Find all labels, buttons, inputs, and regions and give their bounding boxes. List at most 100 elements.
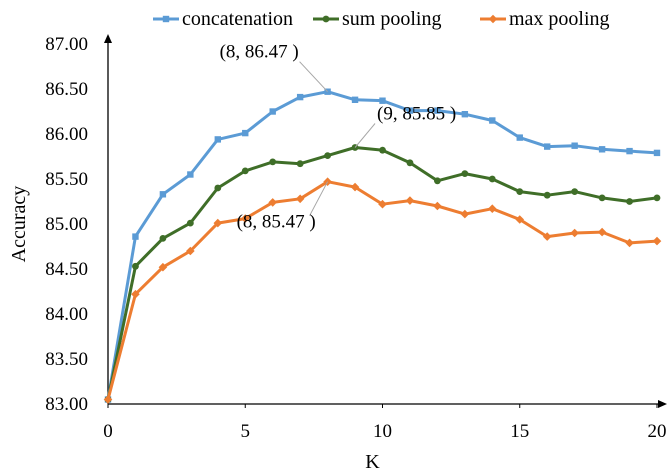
y-tick-label: 85.00: [45, 214, 88, 235]
data-point: [542, 232, 552, 241]
data-point: [652, 236, 662, 246]
data-point: [489, 117, 496, 124]
series-line: [106, 146, 658, 400]
y-tick-label: 84.00: [45, 304, 88, 325]
legend-swatch-marker: [162, 15, 170, 23]
data-point: [406, 159, 414, 167]
y-tick-label: 84.50: [45, 259, 88, 280]
data-point: [516, 134, 523, 141]
series-concatenation: [104, 88, 661, 403]
legend-swatch-marker: [488, 14, 498, 24]
data-point: [159, 191, 167, 198]
x-tick-label: 10: [373, 421, 392, 442]
data-point: [269, 158, 277, 166]
y-axis-arrow: [104, 34, 112, 43]
series-max-pooling: [103, 177, 662, 404]
data-point: [351, 96, 359, 103]
data-point: [571, 142, 578, 149]
data-point: [653, 149, 661, 157]
y-tick-label: 86.00: [45, 124, 88, 145]
data-point: [240, 214, 250, 223]
annotations: (8, 86.47 ) (9, 85.85 ) (8, 85.47 ): [220, 42, 457, 233]
data-point: [186, 246, 195, 256]
legend-swatch-marker: [322, 15, 330, 23]
data-point: [653, 194, 661, 202]
legend-label: concatenation: [182, 8, 293, 30]
data-point: [296, 160, 304, 168]
data-point: [597, 227, 607, 237]
data-point: [214, 184, 222, 192]
y-axis-title: Accuracy: [8, 186, 30, 263]
data-point: [515, 215, 525, 224]
data-point: [461, 170, 469, 178]
y-tick-label: 83.00: [45, 394, 88, 415]
legend-label: max pooling: [509, 8, 610, 30]
data-point: [159, 235, 167, 242]
data-point: [570, 228, 579, 238]
data-point: [461, 111, 469, 118]
data-point: [625, 238, 634, 248]
y-tick-label: 83.50: [45, 349, 88, 370]
data-point: [544, 143, 551, 150]
data-point: [626, 147, 633, 155]
data-point: [378, 199, 387, 209]
data-point: [488, 175, 496, 183]
series-line: [106, 90, 658, 400]
series-group: [103, 88, 662, 404]
data-point: [543, 191, 551, 199]
data-point: [214, 136, 221, 143]
data-point: [379, 97, 386, 104]
axes: [104, 34, 667, 408]
data-point: [433, 201, 442, 211]
data-point: [460, 209, 470, 219]
annotation-label: (8, 85.47 ): [237, 212, 316, 233]
annotation-leader: [299, 61, 328, 93]
x-tick-label: 20: [648, 421, 667, 442]
legend-item: sum pooling: [313, 8, 441, 30]
y-tick-label: 87.00: [45, 34, 88, 55]
data-point: [131, 289, 140, 299]
series-line: [106, 180, 658, 400]
annotation-label: (9, 85.85 ): [377, 104, 456, 125]
data-point: [626, 198, 633, 205]
annotation-leader: [354, 123, 376, 148]
x-tick-label: 0: [103, 421, 113, 442]
y-tick-labels: 83.00 83.50 84.00 84.50 85.00 85.50 86.00 86.50…: [45, 34, 88, 415]
series-sum-pooling: [104, 144, 661, 403]
y-tick-label: 85.50: [45, 169, 88, 190]
data-point: [434, 107, 441, 114]
x-tick-label: 5: [241, 421, 251, 442]
data-point: [405, 196, 415, 205]
x-axis-title: K: [365, 451, 380, 473]
data-point: [598, 146, 606, 153]
data-point: [242, 129, 249, 137]
data-point: [103, 395, 113, 404]
data-point: [571, 188, 579, 196]
data-point: [269, 108, 276, 115]
legend-item: max pooling: [480, 8, 610, 30]
legend: concatenation sum pooling max pooling: [153, 8, 610, 30]
x-axis-arrow: [658, 400, 667, 408]
data-point: [350, 182, 360, 192]
data-point: [488, 204, 497, 213]
legend-label: sum pooling: [342, 8, 441, 30]
data-point: [213, 218, 223, 228]
data-point: [379, 146, 386, 154]
data-point: [406, 107, 414, 114]
data-point: [295, 194, 305, 204]
data-point: [598, 194, 606, 202]
data-point: [158, 262, 168, 272]
legend-item: concatenation: [153, 8, 293, 30]
annotation-leader: [309, 181, 329, 216]
y-tick-label: 86.50: [45, 79, 88, 100]
data-point: [241, 167, 249, 175]
data-point: [268, 198, 277, 207]
data-point: [132, 233, 139, 240]
data-point: [187, 171, 194, 178]
data-point: [434, 177, 441, 185]
data-point: [516, 188, 524, 196]
data-point: [132, 262, 139, 270]
x-tick-labels: 0 5 10 15 20: [103, 404, 667, 442]
x-tick-label: 15: [510, 421, 529, 442]
